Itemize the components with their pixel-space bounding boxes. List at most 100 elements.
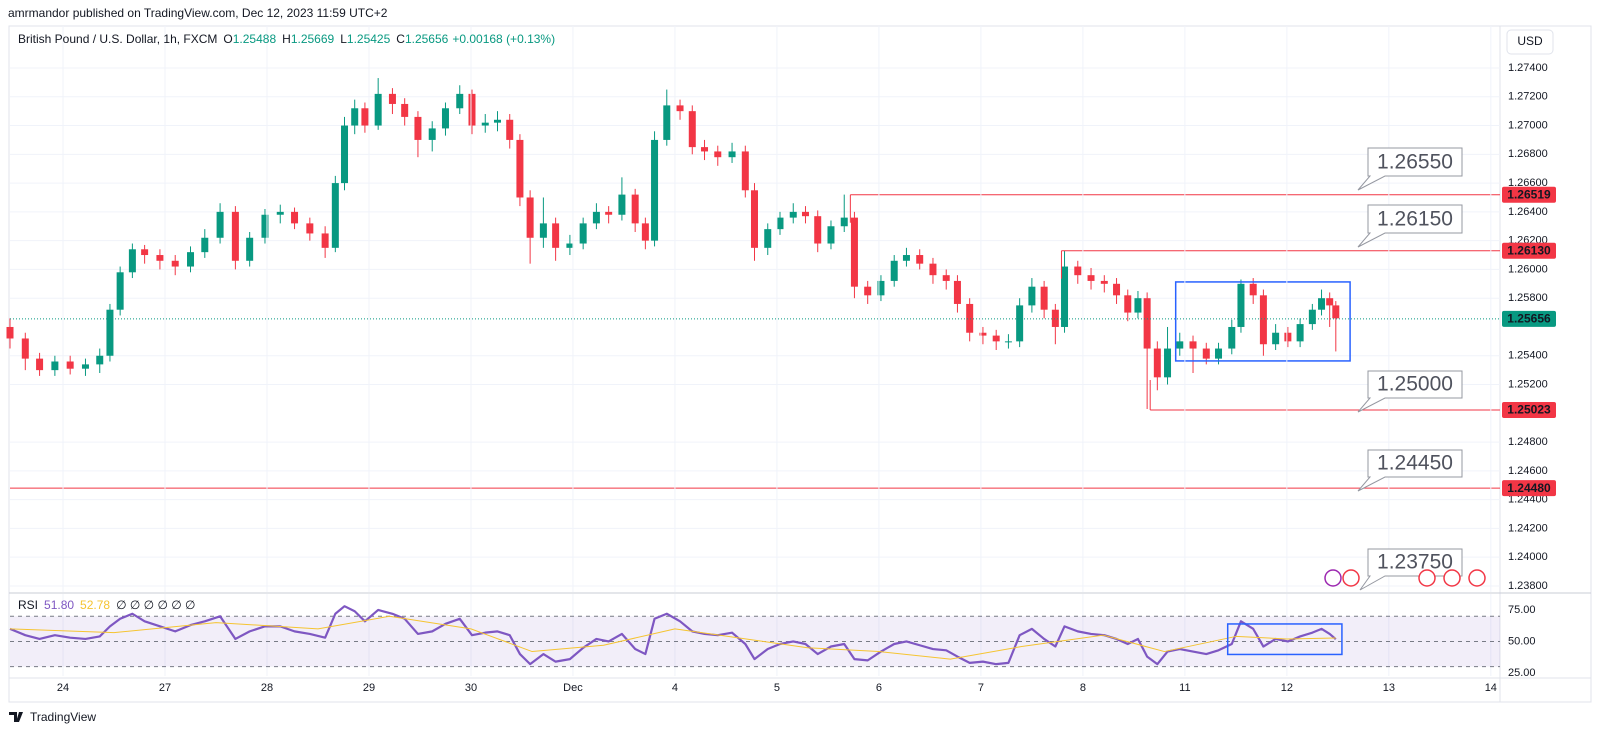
y-tick-label: 1.24800 [1508,436,1548,448]
candle-body [676,105,684,112]
x-tick-label: 28 [261,682,273,694]
candle-body [291,211,299,224]
candle-body [81,364,89,369]
rsi-legend: RSI 51.80 52.78 ∅ ∅ ∅ ∅ ∅ ∅ [18,598,195,612]
candle-body [6,326,14,339]
candle-body [66,361,74,369]
candle-body [728,151,736,158]
quote-key: H [282,32,291,46]
candle-body [579,223,587,244]
x-tick-label: Dec [563,682,583,694]
y-tick-label: 1.25800 [1508,292,1548,304]
level-price-label: 1.24480 [1507,481,1551,495]
candle-body [1153,348,1161,378]
candle-body [276,211,284,215]
range-box [1226,623,1343,656]
candle-body [566,243,574,248]
x-tick-label: 7 [978,682,984,694]
candle-body [966,303,974,333]
candle-body [764,229,772,248]
plot-layer: 1.27400 1.27200 1.27000 1.26800 1.26600 1.264… [6,26,1556,694]
candle-body [663,105,671,140]
candle-body [916,255,924,264]
candle-body [701,147,709,152]
candle-body [374,93,382,126]
callout-text: 1.26550 [1377,151,1453,174]
level-price-box [1502,186,1556,203]
candle-body [506,119,514,140]
quote-value: 1.25488 [233,32,277,46]
level-price-box [1502,401,1556,418]
candle-body [1215,348,1223,359]
candle-body [850,217,858,287]
candle-body [1074,266,1082,276]
quote-value: 1.25656 [405,32,449,46]
candle-body [1100,280,1108,284]
rsi-title: RSI [18,598,38,612]
currency-label[interactable]: USD [1517,34,1543,48]
level-price-label: 1.26519 [1507,187,1551,201]
candle-body [890,260,898,281]
footer-text: TradingView [30,710,96,724]
candle-body [1237,283,1245,327]
rsi-legend-extra: ∅ ∅ ∅ ∅ ∅ ∅ [116,598,195,612]
last-price-label: 1.25656 [1507,312,1551,326]
candle-body [902,255,910,261]
candle-body [128,249,136,273]
y-tick-label: 75.00 [1508,604,1536,616]
range-box [1174,281,1351,362]
y-tick-label: 1.24600 [1508,465,1548,477]
callout-text: 1.25000 [1377,373,1453,396]
candle-body [1249,283,1257,296]
candle-body [651,139,659,241]
callout-text: 1.24450 [1377,452,1453,475]
candle-body [618,194,626,215]
candle-body [1202,348,1210,359]
candle-body [1061,266,1069,327]
callout: 1.23750 [1359,548,1463,591]
candle-body [341,125,349,184]
y-tick-label: 1.25400 [1508,350,1548,362]
candle-body [156,255,164,261]
candle-body [552,223,560,248]
last-price-box [1502,310,1556,327]
currency-button[interactable] [1506,29,1554,55]
candle-body [306,223,314,234]
level-price-label: 1.25023 [1507,403,1551,417]
candle-body [401,103,409,117]
candle-body [216,211,224,238]
callout: 1.26550 [1357,147,1463,191]
candle-body [992,335,1000,342]
candle-body [1113,283,1121,296]
candle-body [1087,275,1095,281]
candle-body [1134,298,1142,313]
candle-body [641,223,649,241]
x-tick-label: 13 [1383,682,1395,694]
candle-body [631,194,639,224]
x-tick-label: 5 [774,682,780,694]
candle-body [1332,305,1340,319]
candle-body [1326,298,1334,306]
y-tick-label: 1.27000 [1508,119,1548,131]
callout: 1.25000 [1357,370,1463,413]
y-tick-label: 1.24400 [1508,494,1548,506]
candle-body [814,216,822,244]
candle-body [1028,286,1036,306]
symbol-legend: British Pound / U.S. Dollar, 1h, FXCM O1.… [18,32,555,46]
candle-body [953,280,961,304]
candle-body [441,108,449,129]
y-tick-label: 1.25200 [1508,378,1548,390]
x-tick-label: 6 [876,682,882,694]
published-note: amrmandor published on TradingView.com, … [8,6,388,20]
candle-body [414,116,422,140]
candle-body [187,252,195,267]
candle-body [201,237,209,253]
candle-body [827,226,835,244]
quote-key: C [396,32,405,46]
y-tick-label: 25.00 [1508,667,1536,679]
candle-body [1189,341,1197,349]
candle-body [539,223,547,238]
candle-body [1016,305,1024,342]
candle-body [141,249,149,256]
